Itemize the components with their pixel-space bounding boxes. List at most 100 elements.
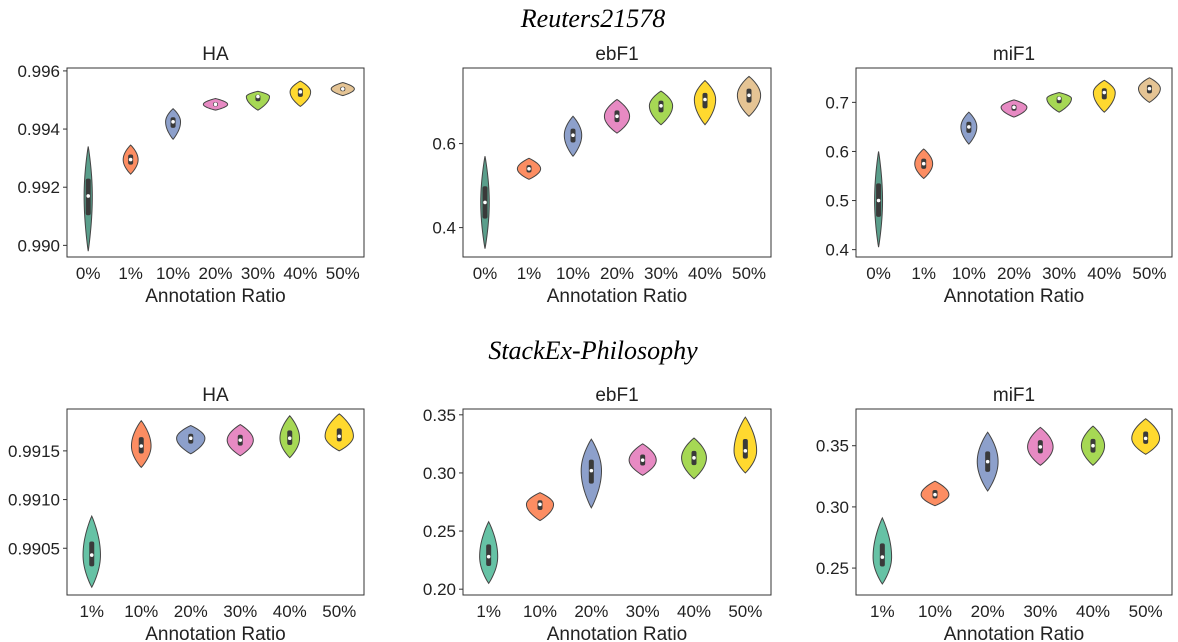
x-tick-label: 30% — [241, 264, 275, 283]
median-point-1pct — [128, 157, 133, 162]
y-tick-label: 0.30 — [423, 464, 456, 483]
x-tick-label: 20% — [600, 264, 634, 283]
x-tick-label: 40% — [273, 602, 307, 621]
x-tick-label: 20% — [997, 264, 1031, 283]
x-tick-label: 10% — [523, 602, 557, 621]
median-point-20pct — [188, 436, 193, 441]
x-axis-label: Annotation Ratio — [944, 624, 1085, 642]
median-point-50pct — [747, 93, 751, 98]
median-point-0pct — [876, 198, 881, 203]
median-point-40pct — [1102, 90, 1107, 95]
median-point-10pct — [538, 502, 542, 507]
x-tick-label: 20% — [971, 602, 1005, 621]
x-tick-label: 40% — [1087, 264, 1121, 283]
x-tick-label: 10% — [918, 602, 952, 621]
x-tick-label: 1% — [476, 602, 501, 621]
median-point-30pct — [256, 94, 260, 99]
median-point-1pct — [486, 554, 491, 559]
median-point-30pct — [659, 104, 663, 108]
x-tick-label: 40% — [677, 602, 711, 621]
median-point-40pct — [287, 436, 292, 441]
median-point-30pct — [1057, 96, 1061, 101]
x-tick-label: 0% — [76, 264, 101, 283]
median-point-20pct — [1012, 105, 1016, 110]
x-axis-label: Annotation Ratio — [547, 624, 688, 642]
plot-frame — [462, 408, 772, 596]
subplot-title: ebF1 — [595, 385, 638, 406]
subplot-title: miF1 — [993, 385, 1035, 406]
y-tick-label: 0.4 — [432, 219, 456, 238]
median-point-1pct — [921, 161, 926, 166]
group-title-reuters: Reuters21578 — [520, 4, 665, 33]
median-point-30pct — [640, 458, 645, 462]
x-tick-label: 1% — [870, 602, 895, 621]
y-tick-label: 0.20 — [423, 580, 456, 599]
median-point-50pct — [743, 449, 748, 453]
median-point-0pct — [483, 200, 487, 205]
x-tick-label: 30% — [223, 602, 257, 621]
x-axis-label: Annotation Ratio — [547, 286, 688, 307]
median-point-10pct — [967, 125, 971, 129]
median-point-1pct — [880, 555, 885, 559]
x-tick-label: 10% — [556, 264, 590, 283]
median-point-20pct — [589, 468, 594, 473]
y-tick-label: 0.996 — [17, 62, 60, 81]
median-point-1pct — [89, 553, 94, 557]
x-tick-label: 50% — [322, 602, 356, 621]
median-point-40pct — [703, 97, 707, 102]
median-point-40pct — [692, 456, 696, 460]
x-tick-label: 40% — [283, 264, 317, 283]
y-tick-label: 0.25 — [423, 522, 456, 541]
y-tick-label: 0.4 — [825, 241, 849, 260]
x-tick-label: 50% — [732, 264, 766, 283]
subplot-title: miF1 — [993, 44, 1035, 65]
y-tick-label: 0.6 — [825, 142, 849, 161]
x-tick-label: 10% — [952, 264, 986, 283]
subplot-title: HA — [202, 385, 229, 406]
plot-frame — [855, 67, 1173, 258]
panel-stackex-ha: HA 1% 10% 20% 30% 40% 50% 0.9905 0.9910 0.9915 Ann… — [8, 385, 365, 642]
median-point-0pct — [86, 194, 91, 198]
median-point-50pct — [337, 434, 342, 439]
panel-reuters-ebf1: ebF1 0% 1% 10% 20% 30% 40% 50% 0.4 0.6 Annotation … — [432, 44, 772, 307]
y-tick-label: 0.992 — [17, 178, 60, 197]
x-tick-label: 1% — [79, 602, 104, 621]
y-tick-label: 0.7 — [825, 93, 849, 112]
panel-reuters-ha: HA 0% 1% 10% 20% 30% 40% 50% 0.990 0.992 0.994 0.99… — [17, 44, 365, 307]
y-tick-label: 0.25 — [816, 559, 849, 578]
plot-frame — [66, 408, 365, 596]
x-axis-label: Annotation Ratio — [145, 624, 286, 642]
x-tick-label: 1% — [118, 264, 143, 283]
y-tick-label: 0.9915 — [8, 442, 60, 461]
plot-frame — [66, 67, 365, 258]
y-tick-label: 0.9905 — [8, 539, 60, 558]
subplot-title: HA — [202, 44, 229, 65]
y-tick-label: 0.990 — [17, 236, 60, 255]
x-tick-label: 50% — [1132, 264, 1166, 283]
median-point-20pct — [213, 102, 218, 107]
x-axis-label: Annotation Ratio — [145, 286, 286, 307]
median-point-10pct — [571, 133, 575, 137]
x-tick-label: 0% — [473, 264, 498, 283]
median-point-20pct — [985, 459, 990, 464]
median-point-50pct — [1143, 436, 1148, 441]
panel-stackex-ebf1: ebF1 1% 10% 20% 30% 40% 50% 0.20 0.25 0.30 0.35 Ann… — [423, 385, 772, 642]
violin-box-50pct — [742, 439, 748, 459]
x-tick-label: 1% — [911, 264, 936, 283]
x-tick-label: 20% — [574, 602, 608, 621]
median-point-10pct — [933, 492, 937, 497]
x-tick-label: 10% — [124, 602, 158, 621]
group-title-stackex: StackEx-Philosophy — [488, 336, 698, 365]
subplot-title: ebF1 — [595, 44, 638, 65]
x-tick-label: 30% — [1042, 264, 1076, 283]
x-tick-label: 0% — [866, 264, 891, 283]
x-tick-label: 20% — [174, 602, 208, 621]
median-point-40pct — [1091, 443, 1095, 448]
x-axis-label: Annotation Ratio — [944, 286, 1085, 307]
panel-stackex-mif1: miF1 1% 10% 20% 30% 40% 50% 0.25 0.30 0.35 Annotat… — [816, 385, 1173, 642]
violin-box-1pct — [879, 543, 885, 567]
median-point-20pct — [615, 114, 619, 119]
x-tick-label: 30% — [644, 264, 678, 283]
median-point-1pct — [527, 167, 531, 171]
